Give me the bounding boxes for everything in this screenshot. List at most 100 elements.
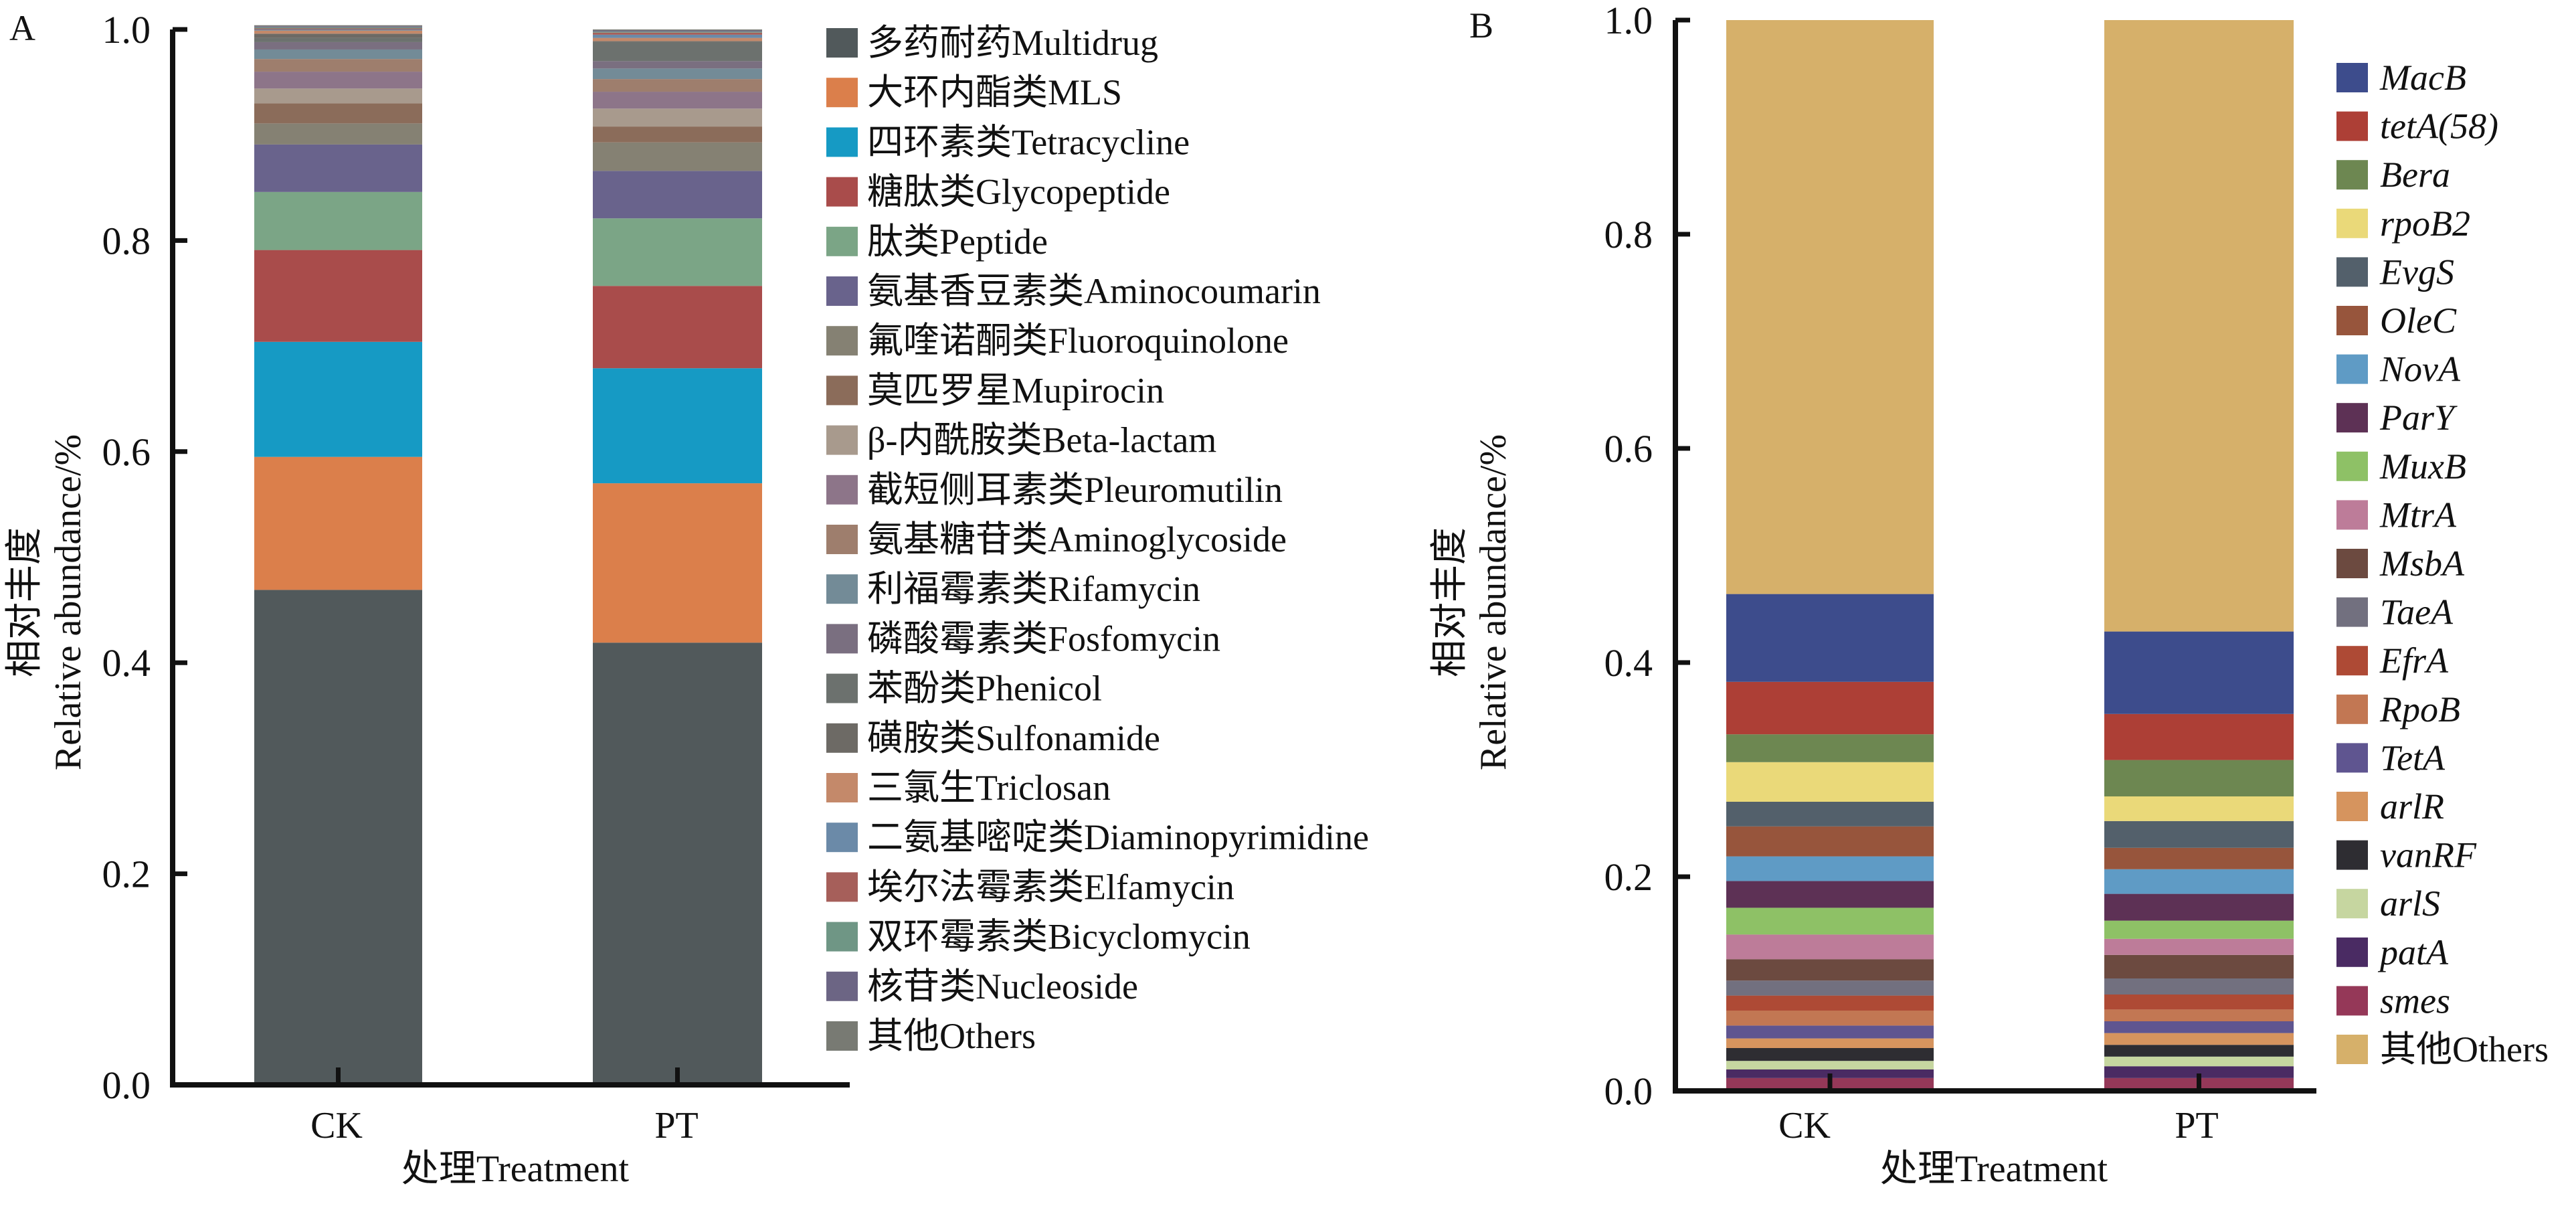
bar-segment (2104, 796, 2294, 821)
legend-swatch (2336, 403, 2368, 433)
y-tick-label: 1.0 (102, 8, 151, 52)
bar-segment (2104, 954, 2294, 978)
y-tick-label: 0.0 (102, 1063, 151, 1107)
legend-swatch (826, 823, 858, 853)
legend-label: 其他Others (867, 1016, 1036, 1056)
bar-segment (1726, 1038, 1934, 1048)
legend-swatch (826, 326, 858, 356)
y-axis-title-cn-b: 相对丰度 (1429, 527, 1471, 677)
x-axis-title-b: 处理Treatment (1880, 1148, 2108, 1190)
legend-label: MsbA (2379, 543, 2465, 584)
legend-item: 其他Others (826, 1016, 1036, 1056)
legend-swatch (2336, 500, 2368, 530)
legend-swatch (2336, 208, 2368, 238)
bar-stack-pt (2104, 20, 2294, 1091)
legend-item: EvgS (2336, 252, 2454, 292)
legend-swatch (826, 226, 858, 256)
y-tick-label: 0.4 (1604, 641, 1653, 685)
legend-swatch (826, 624, 858, 654)
legend-swatch (2336, 111, 2368, 141)
legend-swatch (2336, 306, 2368, 335)
legend-item: 糖肽类Glycopeptide (826, 172, 1170, 212)
legend-label: vanRF (2380, 835, 2477, 875)
legend-label: 苯酚类Phenicol (867, 669, 1102, 709)
legend-item: β-内酰胺类Beta-lactam (826, 420, 1216, 460)
legend-label: β-内酰胺类Beta-lactam (867, 420, 1216, 460)
legend-label: MtrA (2379, 495, 2457, 535)
legend-label: 四环素类Tetracycline (867, 122, 1190, 162)
legend-a: 多药耐药Multidrug 大环内酯类MLS 四环素类Tetracycline 糖肽类… (826, 23, 1369, 1056)
legend-item: rpoB2 (2336, 203, 2470, 244)
legend-label: RpoB (2379, 689, 2460, 729)
bar-segment (1726, 681, 1934, 735)
legend-label: 糖肽类Glycopeptide (867, 172, 1170, 212)
legend-label: smes (2380, 980, 2450, 1021)
bar-segment (593, 61, 762, 69)
bar-segment (254, 590, 422, 1085)
legend-item: TetA (2336, 738, 2446, 778)
bar-segment (593, 142, 762, 171)
bar-segment (1726, 980, 1934, 996)
legend-item: 双环霉素类Bicyclomycin (826, 917, 1251, 957)
bar-segment (593, 37, 762, 41)
legend-label: 埃尔法霉素类Elfamycin (867, 867, 1234, 907)
y-tick-label: 0.6 (1604, 427, 1653, 470)
bar-segment (593, 34, 762, 38)
legend-item: 三氯生Triclosan (826, 768, 1111, 808)
legend-label: EfrA (2379, 640, 2449, 681)
legend-item: MuxB (2336, 446, 2466, 487)
legend-label: EvgS (2379, 252, 2454, 292)
legend-swatch (826, 276, 858, 306)
bar-segment (254, 30, 422, 34)
bar-segment (593, 368, 762, 484)
legend-label: arlR (2380, 786, 2444, 827)
legend-swatch (2336, 451, 2368, 481)
legend-label: Bera (2380, 155, 2450, 195)
bar-segment (1726, 1061, 1934, 1069)
legend-item: Bera (2336, 155, 2450, 195)
legend-b: MacB tetA(58) Bera rpoB2 EvgS OleC NovA ParY Mux… (2336, 58, 2549, 1069)
legend-item: MtrA (2336, 495, 2457, 535)
legend-label: 多药耐药Multidrug (867, 23, 1158, 63)
legend-item: 核苷类Nucleoside (826, 966, 1138, 1007)
legend-swatch (2336, 986, 2368, 1016)
legend-label: 利福霉素类Rifamycin (867, 569, 1200, 609)
legend-swatch (2336, 743, 2368, 773)
x-ticks-b (1827, 1073, 2201, 1091)
legend-swatch (2336, 840, 2368, 870)
legend-label: MuxB (2379, 446, 2466, 487)
legend-swatch (2336, 354, 2368, 384)
bar-segment (1726, 594, 1934, 682)
y-ticks-b: 0.0 0.2 0.4 0.6 0.8 1.0 (1604, 0, 1690, 1113)
legend-swatch (826, 872, 858, 902)
legend-swatch (2336, 937, 2368, 967)
legend-swatch (2336, 694, 2368, 724)
legend-item: 四环素类Tetracycline (826, 122, 1190, 162)
bar-segment (1726, 826, 1934, 857)
legend-label: patA (2377, 932, 2449, 972)
legend-swatch (2336, 1035, 2368, 1064)
legend-item: 大环内酯类MLS (826, 72, 1122, 112)
bar-segment (2104, 995, 2294, 1010)
bar-segment (2104, 978, 2294, 995)
legend-label: 截短侧耳素类Pleuromutilin (867, 470, 1283, 510)
legend-swatch (2336, 63, 2368, 92)
legend-label: tetA(58) (2380, 106, 2498, 147)
legend-swatch (826, 177, 858, 207)
bar-segment (1726, 20, 1934, 594)
legend-item: MacB (2336, 58, 2466, 98)
legend-label: TetA (2380, 738, 2446, 778)
y-axis-title-en-b: Relative abundance/% (1473, 434, 1514, 770)
legend-label: NovA (2379, 349, 2461, 390)
bar-segment (2104, 938, 2294, 955)
legend-swatch (826, 28, 858, 58)
y-tick-label: 1.0 (1604, 0, 1653, 42)
legend-swatch (826, 723, 858, 753)
bar-segment (593, 68, 762, 80)
x-axis-title-a: 处理Treatment (401, 1148, 630, 1190)
bar-segment (254, 456, 422, 590)
bar-segment (1726, 934, 1934, 960)
legend-swatch (826, 773, 858, 802)
bar-segment (1726, 734, 1934, 762)
legend-label: 双环霉素类Bicyclomycin (867, 917, 1251, 957)
